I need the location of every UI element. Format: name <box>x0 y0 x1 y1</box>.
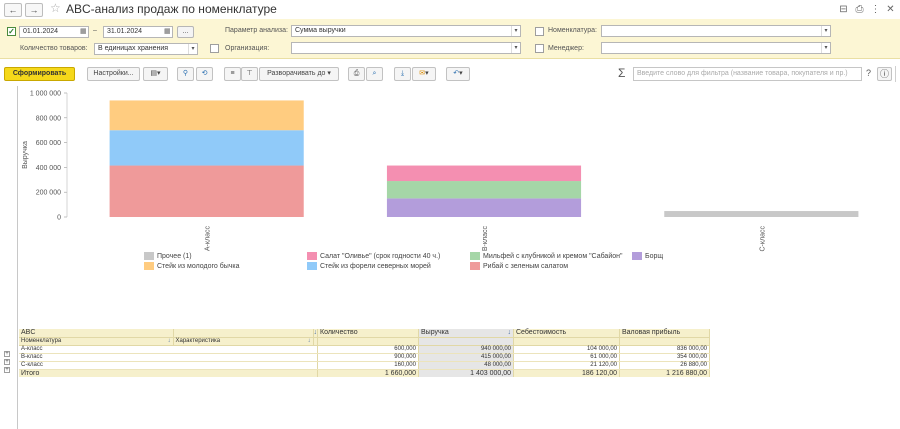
ungroup-icon[interactable]: ⊤ <box>241 67 258 81</box>
x-tick-label: B-класс <box>482 226 489 252</box>
table-subheader-row: Номенклатура ↓ Характеристика ↓ <box>19 337 710 346</box>
expand-icon[interactable]: + <box>4 351 10 357</box>
header-cost[interactable]: Себестоимость <box>513 329 620 338</box>
manager-label: Менеджер: <box>548 45 584 52</box>
nomenclature-checkbox[interactable] <box>535 27 544 36</box>
chevron-down-icon[interactable]: ▾ <box>821 26 830 36</box>
period-select-button[interactable]: ... <box>177 26 194 38</box>
bar-segment <box>386 181 582 199</box>
sum-icon[interactable]: Σ <box>618 66 626 80</box>
nomenclature-label: Номенклатура: <box>548 27 597 34</box>
info-icon[interactable]: ⓘ <box>877 67 892 81</box>
y-tick-label: 1 000 000 <box>30 91 61 98</box>
forward-icon[interactable]: → <box>25 3 43 17</box>
sort-icon[interactable]: ↓ <box>313 329 318 338</box>
y-tick-label: 800 000 <box>36 115 61 122</box>
y-tick-label: 400 000 <box>36 165 61 172</box>
header-profit[interactable]: Валовая прибыль <box>619 329 710 338</box>
header-characteristic[interactable]: Характеристика ↓ <box>173 337 314 346</box>
bar-segment <box>664 211 859 217</box>
quantity-value: В единицах хранения <box>98 45 169 52</box>
undo-icon[interactable]: ↶▾ <box>446 67 470 81</box>
title-bar <box>0 0 900 19</box>
settings-button[interactable]: Настройки... <box>87 67 140 81</box>
manager-checkbox[interactable] <box>535 44 544 53</box>
filter-search-input[interactable]: Введите слово для фильтра (название това… <box>633 67 862 81</box>
calendar-icon[interactable]: ▦ <box>80 28 87 35</box>
nomenclature-select[interactable]: ▾ <box>601 25 831 37</box>
calendar-icon[interactable]: ▦ <box>164 28 171 35</box>
x-tick-label: А-класс <box>205 226 212 252</box>
bar-segment <box>109 100 304 131</box>
download-icon[interactable]: ⤓ <box>394 67 411 81</box>
x-tick-label: C-класс <box>759 226 766 252</box>
organization-label: Организация: <box>225 45 270 52</box>
search-icon[interactable]: ⚲ <box>177 67 194 81</box>
search-clear-icon[interactable]: ⟲ <box>196 67 213 81</box>
organization-select[interactable]: ▾ <box>291 42 521 54</box>
table-row[interactable]: А-класс 600,000 940 000,00 104 000,00 83… <box>19 345 710 354</box>
bar-segment <box>109 165 304 217</box>
expand-to-button[interactable]: Разворачивать до ▾ <box>259 67 339 81</box>
quantity-label: Количество товаров: <box>20 45 88 52</box>
header-nomenclature[interactable]: Номенклатура ↓ <box>19 337 174 346</box>
chevron-down-icon[interactable]: ▾ <box>188 44 197 54</box>
analysis-param-label: Параметр анализа: <box>225 27 288 34</box>
table-row[interactable]: C-класс 160,000 48 000,00 21 120,00 26 8… <box>19 361 710 370</box>
manager-select[interactable]: ▾ <box>601 42 831 54</box>
save-icon[interactable]: ⊟ <box>839 4 848 15</box>
page-title: ABC-анализ продаж по номенклатуре <box>66 2 277 16</box>
star-icon[interactable]: ☆ <box>50 1 61 15</box>
bar-segment <box>109 130 304 166</box>
close-icon[interactable]: ✕ <box>886 4 895 15</box>
analysis-param-select[interactable]: Сумма выручки ▾ <box>291 25 521 37</box>
expand-icon[interactable]: + <box>4 359 10 365</box>
abc-table: ABC ↓ Количество Выручка ↓ Себестоимость… <box>19 329 710 377</box>
table-total-row: Итого 1 660,000 1 403 000,00 186 120,00 … <box>19 369 710 377</box>
help-icon[interactable]: ? <box>866 68 872 78</box>
period-checkbox[interactable]: ✓ <box>7 27 16 36</box>
chevron-down-icon[interactable]: ▾ <box>511 26 520 36</box>
header-abc[interactable]: ABC <box>19 329 174 338</box>
quantity-select[interactable]: В единицах хранения ▾ <box>94 43 198 55</box>
y-tick-label: 600 000 <box>36 140 61 147</box>
preview-icon[interactable]: ⌕ <box>366 67 383 81</box>
left-border <box>17 86 18 429</box>
toolbar-divider <box>895 66 896 82</box>
analysis-param-value: Сумма выручки <box>295 27 346 34</box>
print-icon[interactable]: ⎙ <box>348 67 365 81</box>
y-axis-label: Выручка <box>22 141 29 169</box>
more-icon[interactable]: ⋮ <box>870 4 881 15</box>
print-icon[interactable]: ⎙ <box>855 4 864 15</box>
table-header-row: ABC ↓ Количество Выручка ↓ Себестоимость… <box>19 329 710 338</box>
chevron-down-icon[interactable]: ▾ <box>511 43 520 53</box>
bar-segment <box>386 165 582 182</box>
bar-segment <box>386 198 582 217</box>
y-tick-label: 0 <box>57 215 61 222</box>
date-from-field[interactable]: 01.01.2024 <box>19 26 89 38</box>
y-tick-label: 200 000 <box>36 190 61 197</box>
table-row[interactable]: B-класс 900,000 415 000,00 61 000,00 354… <box>19 353 710 362</box>
header-revenue[interactable]: Выручка ↓ <box>418 329 514 338</box>
expand-icon[interactable]: + <box>4 367 10 373</box>
chevron-down-icon[interactable]: ▾ <box>821 43 830 53</box>
mail-icon[interactable]: ✉▾ <box>412 67 436 81</box>
organization-checkbox[interactable] <box>210 44 219 53</box>
date-to-field[interactable]: 31.01.2024 <box>103 26 173 38</box>
generate-button[interactable]: Сформировать <box>4 67 75 81</box>
group-icon[interactable]: ≡ <box>224 67 241 81</box>
back-icon[interactable]: ← <box>4 3 22 17</box>
revenue-bar-chart: 0 200 000 400 000 600 000 800 000 1 000 000 Вы… <box>22 91 859 252</box>
header-quantity[interactable]: Количество <box>317 329 419 338</box>
variant-icon[interactable]: ▤▾ <box>143 67 168 81</box>
date-dash: – <box>93 27 97 34</box>
